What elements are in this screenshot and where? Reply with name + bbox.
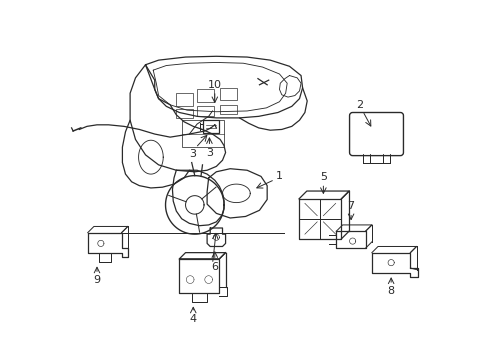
Text: 5: 5 <box>319 172 326 182</box>
Text: 3: 3 <box>205 148 212 158</box>
Text: 1: 1 <box>275 171 283 181</box>
Bar <box>203 120 218 132</box>
Text: 9: 9 <box>93 275 101 285</box>
Text: 4: 4 <box>189 314 196 324</box>
Text: 3: 3 <box>188 149 196 159</box>
Bar <box>176 93 193 105</box>
Bar <box>176 109 193 118</box>
Text: 10: 10 <box>207 80 222 90</box>
Bar <box>197 89 214 102</box>
Text: 2: 2 <box>355 100 363 110</box>
Text: 6: 6 <box>211 261 218 271</box>
Text: 8: 8 <box>387 286 394 296</box>
Bar <box>197 106 214 116</box>
Bar <box>220 105 237 114</box>
Bar <box>220 88 237 100</box>
Text: 7: 7 <box>347 202 354 211</box>
Bar <box>182 120 224 147</box>
